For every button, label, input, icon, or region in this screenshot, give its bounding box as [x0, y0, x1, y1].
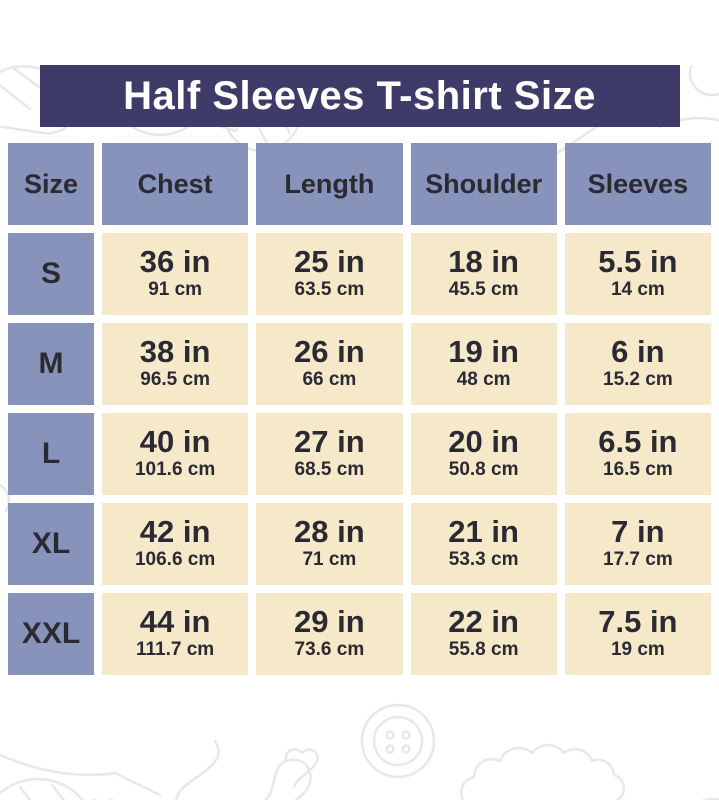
title-banner: Half Sleeves T-shirt Size	[39, 65, 680, 127]
value-cell-s-sleeves: 5.5 in 14 cm	[564, 233, 711, 315]
value-cell-l-chest: 40 in 101.6 cm	[102, 413, 249, 495]
value-cell-xl-shoulder: 21 in 53.3 cm	[410, 503, 557, 585]
yarn-ball-icon	[701, 797, 719, 800]
value-cell-l-shoulder: 20 in 50.8 cm	[410, 413, 557, 495]
size-cell-m: M	[8, 323, 94, 405]
yarn-thread-icon	[0, 753, 162, 797]
value-cell-s-length: 25 in 63.5 cm	[256, 233, 403, 315]
page-title: Half Sleeves T-shirt Size	[123, 73, 596, 118]
value-cell-m-chest: 38 in 96.5 cm	[102, 323, 249, 405]
size-cell-l: L	[8, 413, 94, 495]
yarn-ball-icon	[0, 777, 85, 800]
value-cell-s-shoulder: 18 in 45.5 cm	[410, 233, 557, 315]
yarn-thread-icon	[175, 739, 319, 800]
column-header-size: Size	[8, 143, 94, 225]
column-header-shoulder: Shoulder	[410, 143, 557, 225]
column-header-sleeves: Sleeves	[564, 143, 711, 225]
value-cell-l-sleeves: 6.5 in 16.5 cm	[564, 413, 711, 495]
value-cell-m-shoulder: 19 in 48 cm	[410, 323, 557, 405]
size-cell-s: S	[8, 233, 94, 315]
column-header-chest: Chest	[102, 143, 249, 225]
size-cell-xl: XL	[8, 503, 94, 585]
value-cell-l-length: 27 in 68.5 cm	[256, 413, 403, 495]
value-cell-xxl-shoulder: 22 in 55.8 cm	[410, 593, 557, 675]
value-cell-m-sleeves: 6 in 15.2 cm	[564, 323, 711, 405]
button-icon	[360, 703, 436, 779]
sheep-icon	[459, 743, 626, 800]
button-icon	[688, 65, 719, 97]
size-chart-table: Size Chest Length Shoulder Sleeves S 36 …	[8, 143, 711, 675]
value-cell-m-length: 26 in 66 cm	[256, 323, 403, 405]
size-cell-xxl: XXL	[8, 593, 94, 675]
value-cell-xl-length: 28 in 71 cm	[256, 503, 403, 585]
column-header-length: Length	[256, 143, 403, 225]
value-cell-xl-chest: 42 in 106.6 cm	[102, 503, 249, 585]
value-cell-xl-sleeves: 7 in 17.7 cm	[564, 503, 711, 585]
value-cell-xxl-chest: 44 in 111.7 cm	[102, 593, 249, 675]
value-cell-xxl-length: 29 in 73.6 cm	[256, 593, 403, 675]
value-cell-xxl-sleeves: 7.5 in 19 cm	[564, 593, 711, 675]
value-cell-s-chest: 36 in 91 cm	[102, 233, 249, 315]
